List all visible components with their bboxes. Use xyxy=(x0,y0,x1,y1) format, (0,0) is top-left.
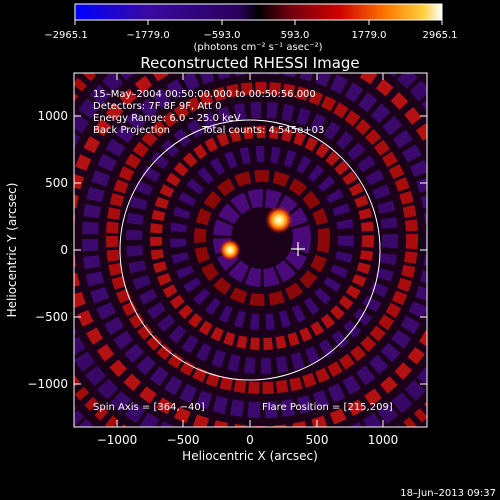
footer-timestamp: 18–Jun–2013 09:37 xyxy=(400,488,496,499)
flare-position-label: Flare Position = [215,209] xyxy=(262,402,393,413)
bright-source xyxy=(265,206,293,234)
spin-axis-label: Spin Axis = [364,−40] xyxy=(93,402,205,413)
x-tick-label: −500 xyxy=(167,433,200,447)
colorbar-tick-label: −2965.1 xyxy=(44,30,87,41)
x-tick-label: 1000 xyxy=(368,433,399,447)
y-axis-title: Heliocentric Y (arcsec) xyxy=(5,183,19,318)
y-tick-label: 1000 xyxy=(37,109,68,123)
x-axis-title: Heliocentric X (arcsec) xyxy=(182,449,318,463)
back-projection-ring xyxy=(150,126,374,350)
back-projection-ring xyxy=(106,82,418,394)
colorbar-tick-label: 2965.1 xyxy=(423,30,458,41)
y-tick-label: 500 xyxy=(45,176,68,190)
colorbar-tick-label: −593.0 xyxy=(203,30,240,41)
info-time-range: 15–May–2004 00:50:00.000 to 00:50:56.000 xyxy=(93,89,316,100)
back-projection-ring xyxy=(170,146,354,330)
back-projection-ring xyxy=(213,189,311,287)
y-axis xyxy=(74,115,427,385)
x-tick-label: 0 xyxy=(246,433,254,447)
back-projection-ring xyxy=(126,102,398,374)
x-axis xyxy=(116,73,384,427)
back-projection-ring xyxy=(194,170,330,306)
y-tick-label: −1000 xyxy=(27,377,68,391)
info-method: Back Projection xyxy=(93,125,170,136)
bright-source xyxy=(219,239,241,261)
info-total-counts: Total counts: 4.545e+03 xyxy=(201,125,324,136)
info-panel: 15–May–2004 00:50:00.000 to 00:50:56.000… xyxy=(93,89,393,413)
colorbar-tick-label: 593.0 xyxy=(281,30,310,41)
x-tick-label: 500 xyxy=(306,433,329,447)
colorbar-ticks xyxy=(74,20,443,25)
info-detectors: Detectors: 7F 8F 9F, Att 0 xyxy=(93,101,221,112)
x-tick-label: −1000 xyxy=(97,433,138,447)
info-energy-range: Energy Range: 6.0 – 25.0 keV xyxy=(93,113,241,124)
y-tick-label: −500 xyxy=(35,310,68,324)
colorbar-tick-label: 1779.0 xyxy=(352,30,387,41)
colorbar: −2965.1 −1779.0 −593.0 593.0 1779.0 2965… xyxy=(44,3,458,53)
solar-limb xyxy=(119,119,381,381)
colorbar-units: (photons cm⁻² s⁻¹ asec⁻²) xyxy=(193,42,322,53)
y-tick-label: 0 xyxy=(60,243,68,257)
spin-axis-marker xyxy=(291,242,305,256)
plot-title: Reconstructed RHESSI Image xyxy=(140,54,359,72)
colorbar-gradient xyxy=(74,3,443,21)
colorbar-tick-label: −1779.0 xyxy=(126,30,169,41)
